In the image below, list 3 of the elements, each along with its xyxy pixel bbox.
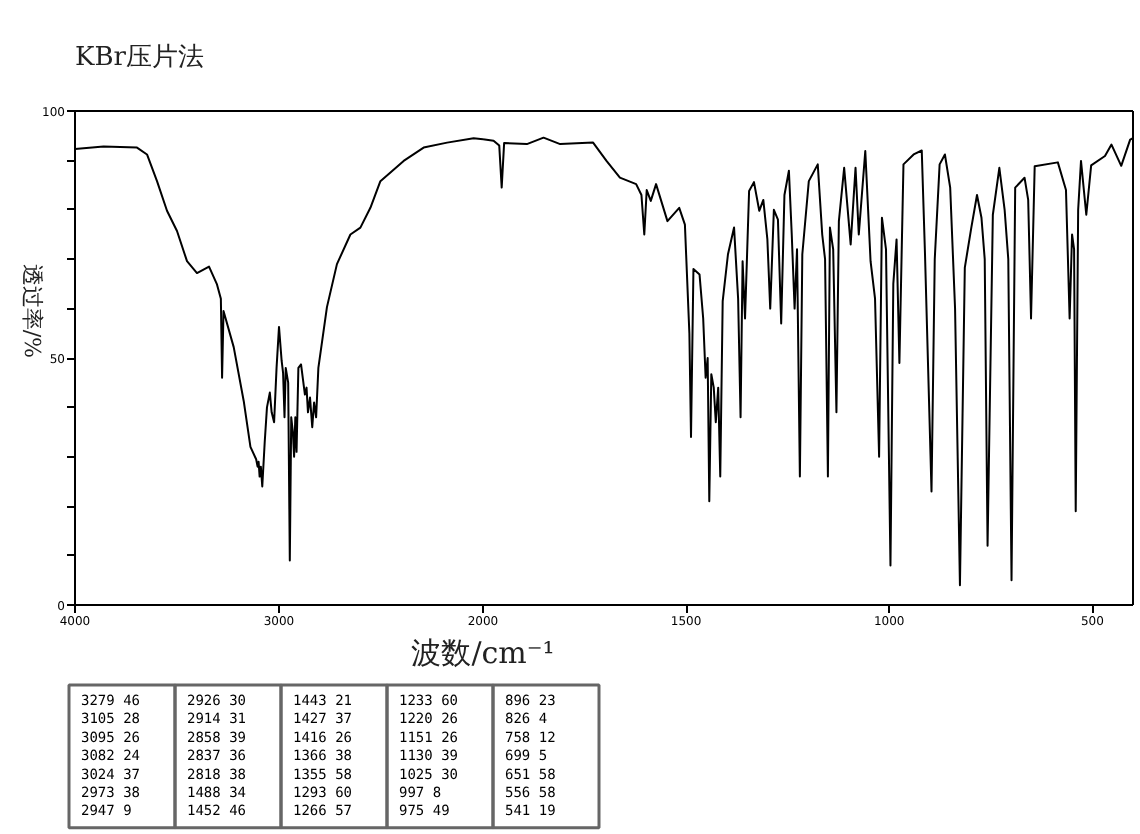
x-axis-title: 波数/cm⁻¹ — [411, 635, 555, 671]
y-axis-title: 透过率/% — [19, 263, 46, 359]
chart-title: KBr压片法 — [75, 43, 204, 73]
